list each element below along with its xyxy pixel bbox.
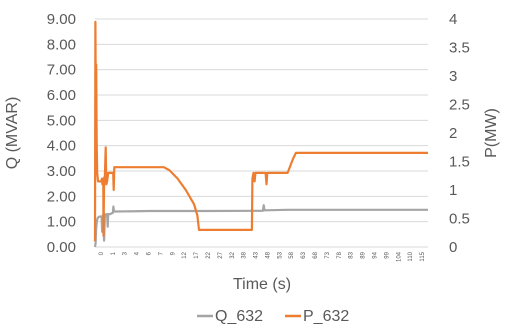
left-tick-label: 6.00 xyxy=(47,87,76,104)
legend-label: P_632 xyxy=(303,308,349,325)
right-axis-title: P(MW) xyxy=(483,108,500,158)
right-tick-label: 3 xyxy=(449,68,457,85)
x-axis-ticks: 0 1 3 4 6 7 9 12 17 22 27 32 38 43 48 53 58 63 68 73 78 83 89 9… xyxy=(99,251,426,262)
left-tick-label: 2.00 xyxy=(47,188,76,205)
x-tick-label: 12 xyxy=(182,251,188,258)
x-tick-label: 17 xyxy=(194,251,200,258)
x-tick-label: 38 xyxy=(242,251,248,258)
x-tick-label: 43 xyxy=(254,251,260,258)
right-tick-label: 4 xyxy=(449,11,457,28)
right-tick-label: 2 xyxy=(449,125,457,142)
x-tick-label: 22 xyxy=(206,251,212,258)
x-tick-label: 110 xyxy=(408,251,414,261)
x-tick-label: 94 xyxy=(372,251,378,258)
x-tick-label: 53 xyxy=(277,251,283,258)
x-tick-label: 68 xyxy=(313,251,319,258)
x-tick-label: 1 xyxy=(111,251,117,255)
x-tick-label: 63 xyxy=(301,251,307,258)
left-tick-label: 7.00 xyxy=(47,62,76,79)
right-tick-label: 2.5 xyxy=(449,97,470,114)
left-tick-label: 8.00 xyxy=(47,36,76,53)
left-axis-ticks: 0.00 1.00 2.00 3.00 4.00 5.00 6.00 7.00 8.00 9.00 xyxy=(47,11,76,256)
x-tick-label: 32 xyxy=(230,251,236,258)
x-tick-label: 4 xyxy=(135,251,141,255)
x-tick-label: 6 xyxy=(147,251,153,255)
left-tick-label: 3.00 xyxy=(47,163,76,180)
right-tick-label: 1.5 xyxy=(449,154,470,171)
x-tick-label: 78 xyxy=(337,251,343,258)
x-tick-label: 27 xyxy=(218,251,224,258)
series-lines xyxy=(93,20,428,248)
x-tick-label: 115 xyxy=(420,251,426,261)
series-line-p_632 xyxy=(93,20,428,242)
right-tick-label: 1 xyxy=(449,182,457,199)
x-tick-label: 83 xyxy=(349,251,355,258)
left-tick-label: 4.00 xyxy=(47,138,76,155)
gridlines xyxy=(95,18,428,248)
left-tick-label: 5.00 xyxy=(47,112,76,129)
x-tick-label: 48 xyxy=(265,251,271,258)
left-tick-label: 1.00 xyxy=(47,214,76,231)
left-tick-label: 9.00 xyxy=(47,11,76,28)
left-axis-title: Q (MVAR) xyxy=(4,97,21,170)
x-tick-label: 73 xyxy=(325,251,331,258)
x-tick-label: 7 xyxy=(158,251,164,255)
right-axis-ticks: 0 0.5 1 1.5 2 2.5 3 3.5 4 xyxy=(449,11,470,256)
x-tick-label: 89 xyxy=(361,251,367,258)
x-tick-label: 3 xyxy=(123,251,129,255)
legend: Q_632 P_632 xyxy=(197,308,349,325)
series-line-q_632 xyxy=(93,204,428,248)
x-tick-label: 0 xyxy=(99,251,105,255)
x-tick-label: 99 xyxy=(384,251,390,258)
legend-label: Q_632 xyxy=(215,308,263,325)
right-tick-label: 0.5 xyxy=(449,211,470,228)
left-tick-label: 0.00 xyxy=(47,239,76,256)
x-tick-label: 104 xyxy=(396,251,402,262)
x-tick-label: 58 xyxy=(289,251,295,258)
x-tick-label: 9 xyxy=(170,251,176,255)
right-tick-label: 3.5 xyxy=(449,40,470,57)
x-axis-title: Time (s) xyxy=(233,276,291,293)
right-tick-label: 0 xyxy=(449,239,457,256)
